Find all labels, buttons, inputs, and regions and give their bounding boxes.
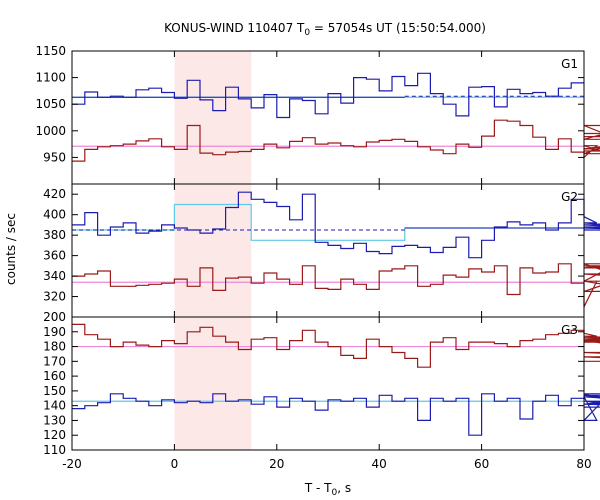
data-layer xyxy=(72,72,600,436)
panel-label-g2: G2 xyxy=(561,190,578,204)
red-lightcurve xyxy=(72,323,600,368)
x-tick-label: 0 xyxy=(171,457,179,471)
blue-lightcurve xyxy=(72,72,584,119)
y-tick-label: 340 xyxy=(43,269,66,283)
panel-frame-g2 xyxy=(71,183,585,318)
x-tick-label: 80 xyxy=(576,457,591,471)
y-tick-label: 1150 xyxy=(35,44,66,58)
y-tick-label: 1100 xyxy=(35,71,66,85)
y-tick-label: 1050 xyxy=(35,97,66,111)
y-tick-label: 120 xyxy=(43,428,66,442)
frame-layer xyxy=(71,50,585,451)
highlight-layer xyxy=(174,51,252,450)
y-tick-label: 950 xyxy=(43,150,66,164)
y-tick-label: 150 xyxy=(43,384,66,398)
y-tick-label: 1000 xyxy=(35,124,66,138)
y-tick-label: 140 xyxy=(43,399,66,413)
y-tick-label: 400 xyxy=(43,208,66,222)
highlight-interval xyxy=(174,51,252,450)
y-tick-label: 160 xyxy=(43,369,66,383)
x-axis-label: T - T0, s xyxy=(304,481,351,498)
blue-lightcurve xyxy=(72,393,600,436)
y-tick-label: 110 xyxy=(43,443,66,457)
panel-label-g3: G3 xyxy=(561,323,578,337)
y-tick-label: 420 xyxy=(43,187,66,201)
y-tick-label: 180 xyxy=(43,340,66,354)
panel-g1 xyxy=(72,72,600,162)
blue-lightcurve xyxy=(72,191,600,259)
x-tick-label: 20 xyxy=(269,457,284,471)
panel-frame-g3 xyxy=(71,316,585,451)
x-tick-label: -20 xyxy=(62,457,82,471)
chart-title: KONUS-WIND 110407 T0 = 57054s UT (15:50:… xyxy=(164,21,486,38)
y-tick-label: 380 xyxy=(43,228,66,242)
chart-title-subscript: 0 xyxy=(304,28,310,38)
y-axis-label: counts / sec xyxy=(4,213,18,285)
y-tick-label: 360 xyxy=(43,249,66,263)
panel-g3 xyxy=(72,323,600,436)
y-tick-label: 200 xyxy=(43,310,66,324)
y-tick-label: 130 xyxy=(43,413,66,427)
panel-frame-g1 xyxy=(71,50,585,185)
panel-label-g1: G1 xyxy=(561,57,578,71)
x-tick-label: 60 xyxy=(474,457,489,471)
red-lightcurve xyxy=(72,263,600,308)
x-axis-label-subscript: 0 xyxy=(332,488,338,498)
y-tick-label: 320 xyxy=(43,290,66,304)
panel-g2 xyxy=(72,191,600,308)
y-tick-label: 190 xyxy=(43,325,66,339)
y-tick-label: 170 xyxy=(43,354,66,368)
red-lightcurve xyxy=(72,119,600,162)
x-tick-label: 40 xyxy=(372,457,387,471)
